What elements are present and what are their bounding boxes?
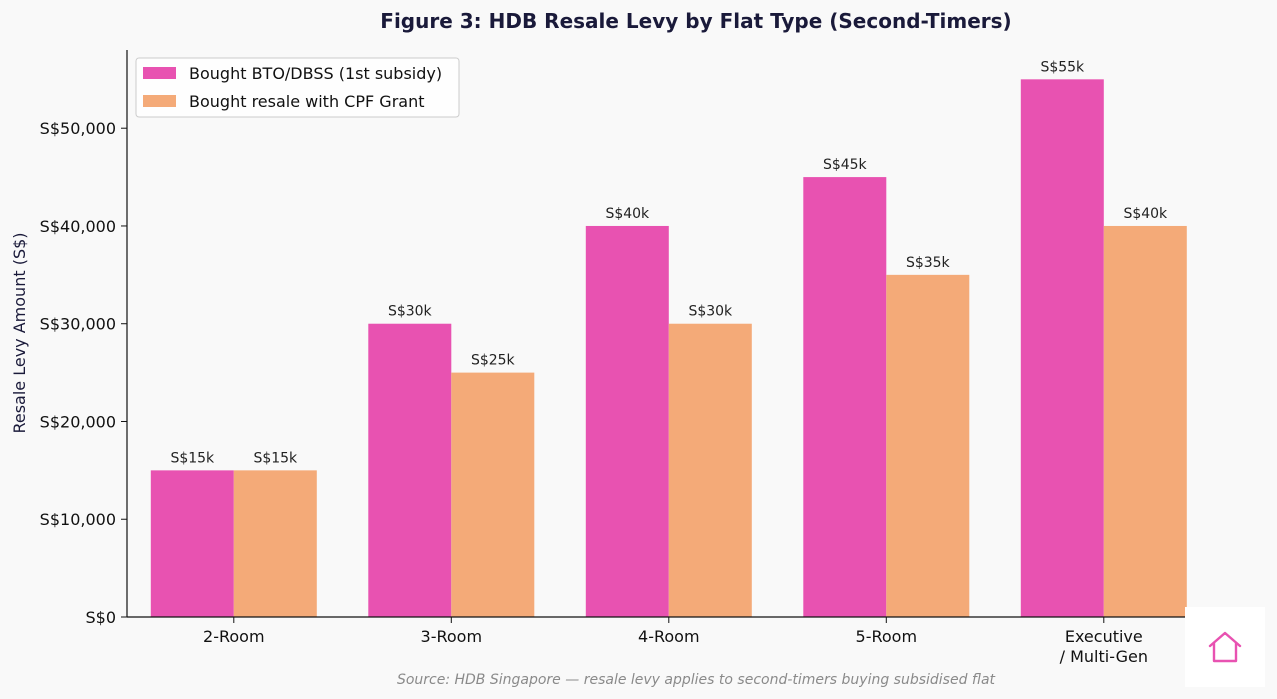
- house-icon: [1208, 631, 1242, 663]
- bar: [886, 274, 970, 617]
- source-note: Source: HDB Singapore — resale levy appl…: [397, 672, 996, 688]
- y-axis-ticks: S$0 S$10,000 S$20,000 S$30,000 S$40,000 S$50,…: [40, 119, 127, 627]
- legend-label-resale: Bought resale with CPF Grant: [189, 92, 424, 111]
- x-tick-label-line: 2-Room: [203, 627, 265, 646]
- bar: [150, 470, 234, 617]
- bar-value-label: S$40k: [1123, 206, 1168, 222]
- x-tick-label: 3-Room: [421, 627, 483, 646]
- y-tick-label: S$50,000: [40, 119, 116, 138]
- bar-value-label: S$30k: [388, 304, 433, 320]
- y-tick-label: S$10,000: [40, 510, 116, 529]
- bar-value-label: S$15k: [253, 450, 298, 466]
- bars-group: [150, 79, 1187, 618]
- bar: [1020, 79, 1104, 618]
- bar: [668, 323, 752, 617]
- bar: [803, 177, 887, 617]
- y-tick-label: S$20,000: [40, 412, 116, 431]
- y-tick-label: S$0: [85, 608, 116, 627]
- bar: [233, 470, 317, 617]
- legend-swatch-bto: [143, 67, 176, 79]
- bar-value-label: S$35k: [906, 255, 951, 271]
- x-tick-label-line: / Multi-Gen: [1060, 647, 1148, 666]
- bar: [585, 225, 669, 617]
- x-tick-label: 5-Room: [856, 627, 918, 646]
- bar-labels-group: S$15k S$15k S$30k S$25k S$40k S$30k S$45k S$35k…: [170, 59, 1168, 466]
- logo: [1185, 607, 1265, 687]
- legend-swatch-resale: [143, 95, 176, 107]
- legend: Bought BTO/DBSS (1st subsidy) Bought res…: [135, 57, 460, 118]
- x-tick-label-line: 5-Room: [856, 627, 918, 646]
- x-tick-label-line: Executive: [1065, 627, 1143, 646]
- y-tick-label: S$40,000: [40, 217, 116, 236]
- bar-value-label: S$45k: [823, 157, 868, 173]
- x-axis-ticks: 2-Room 3-Room 4-Room 5-Room Executive / Multi…: [203, 617, 1148, 666]
- y-tick-label: S$30,000: [40, 315, 116, 334]
- chart-title: Figure 3: HDB Resale Levy by Flat Type (…: [380, 9, 1011, 33]
- x-tick-label-line: 4-Room: [638, 627, 700, 646]
- bar: [1103, 225, 1187, 617]
- x-tick-label: 4-Room: [638, 627, 700, 646]
- legend-label-bto: Bought BTO/DBSS (1st subsidy): [189, 64, 442, 83]
- bar-value-label: S$25k: [471, 353, 516, 369]
- bar-value-label: S$40k: [605, 206, 650, 222]
- x-tick-label-line: 3-Room: [421, 627, 483, 646]
- x-tick-label: 2-Room: [203, 627, 265, 646]
- x-tick-label: Executive / Multi-Gen: [1060, 627, 1148, 666]
- bar-value-label: S$30k: [688, 304, 733, 320]
- bar-value-label: S$55k: [1040, 59, 1085, 75]
- bar-value-label: S$15k: [170, 450, 215, 466]
- bar: [451, 372, 535, 617]
- legend-frame: [135, 57, 460, 118]
- y-axis-label: Resale Levy Amount (S$): [10, 232, 29, 433]
- bar: [368, 323, 452, 617]
